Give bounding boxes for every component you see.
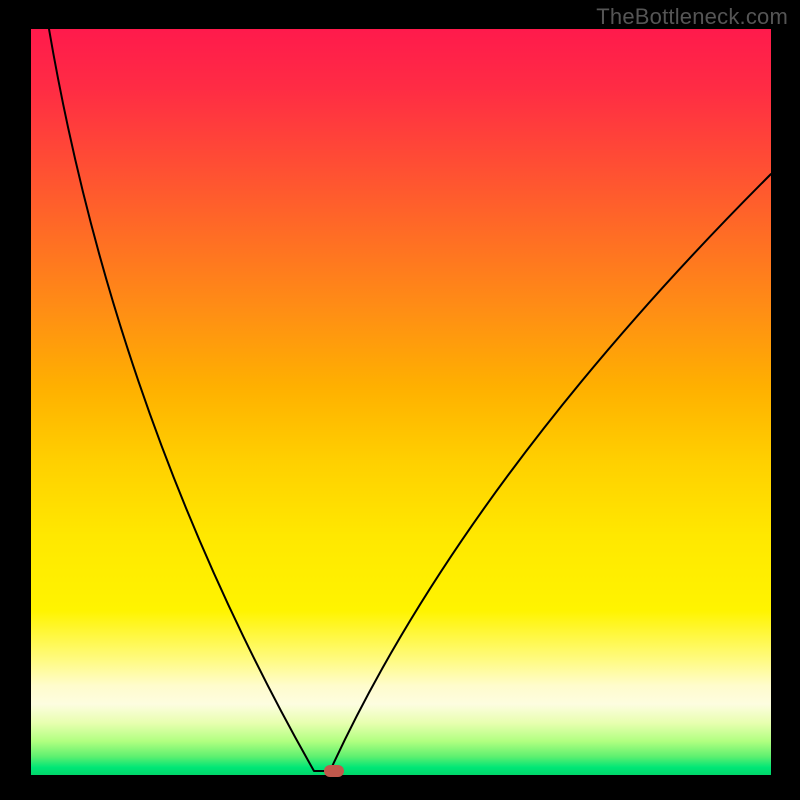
chart-svg: [0, 0, 800, 800]
watermark-text: TheBottleneck.com: [596, 4, 788, 30]
gradient-fill: [31, 29, 771, 775]
optimal-marker: [324, 765, 344, 777]
chart-container: TheBottleneck.com: [0, 0, 800, 800]
